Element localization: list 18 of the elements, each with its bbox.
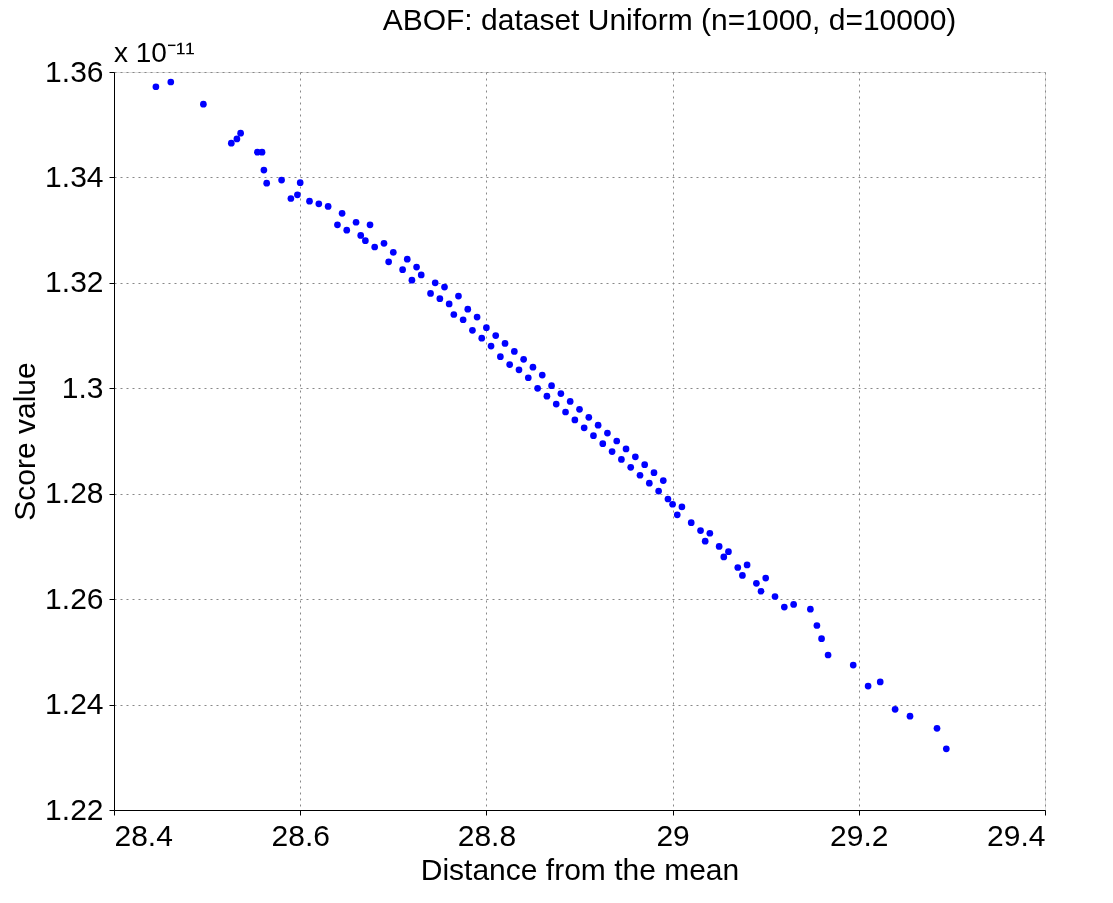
y-tick-label: 1.36 <box>45 54 104 88</box>
y-axis-title: Score value <box>8 362 42 521</box>
y-tick-label: 1.32 <box>45 265 104 299</box>
x-tick-label: 28.8 <box>457 818 517 852</box>
chart-title: ABOF: dataset Uniform (n=1000, d=10000) <box>382 3 957 36</box>
x-tick-label: 29.2 <box>830 818 889 852</box>
x-axis-title: Distance from the mean <box>420 852 740 886</box>
y-tick-label: 1.3 <box>61 370 104 404</box>
y-tick-label: 1.34 <box>45 159 104 193</box>
x-tick-label: 28.6 <box>271 818 330 852</box>
x-tick-label: 29 <box>656 818 690 852</box>
y-tick-label: 1.24 <box>45 687 104 721</box>
x-tick-label: 29.4 <box>987 818 1046 852</box>
text: x 10⁻¹¹ <box>114 37 195 68</box>
y-tick-label: 1.28 <box>45 476 104 510</box>
y-tick-label: 1.26 <box>45 581 104 615</box>
x-tick-label: 28.4 <box>114 818 173 852</box>
y-tick-label: 1.22 <box>45 792 104 826</box>
